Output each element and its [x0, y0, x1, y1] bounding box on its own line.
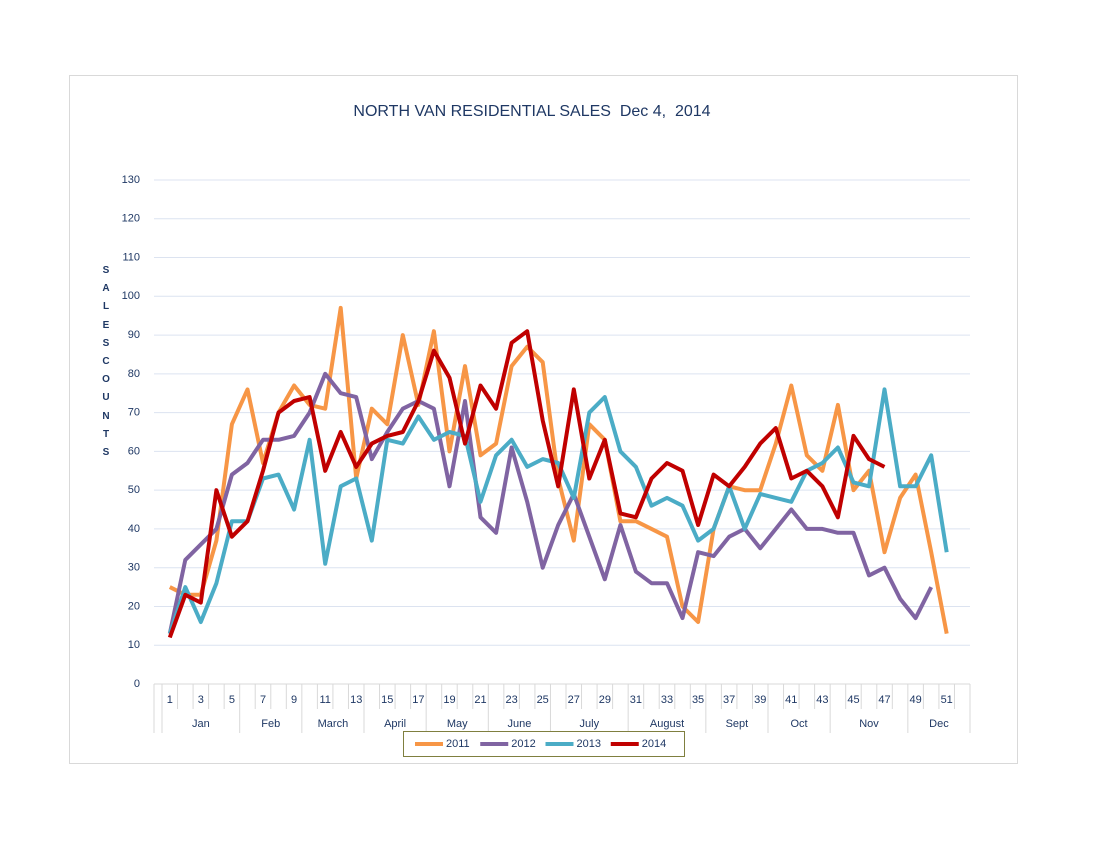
chart-title: NORTH VAN RESIDENTIAL SALES Dec 4, 2014	[353, 103, 710, 120]
x-tick-label: 1	[167, 694, 173, 706]
x-tick-label: 39	[754, 694, 766, 706]
y-tick-label: 10	[128, 639, 140, 651]
y-tick-label: 40	[128, 523, 140, 535]
y-tick-label: 90	[128, 329, 140, 341]
y-tick-label: 70	[128, 407, 140, 419]
legend-label: 2012	[511, 738, 535, 750]
x-tick-label: 13	[350, 694, 362, 706]
x-tick-label: 3	[198, 694, 204, 706]
month-label: Sept	[726, 718, 749, 730]
x-tick-label: 31	[630, 694, 642, 706]
x-tick-label: 17	[412, 694, 424, 706]
y-tick-label: 20	[128, 600, 140, 612]
x-tick-label: 49	[909, 694, 921, 706]
month-label: Oct	[791, 718, 808, 730]
x-tick-label: 47	[878, 694, 890, 706]
x-tick-label: 7	[260, 694, 266, 706]
month-label: Dec	[929, 718, 949, 730]
month-label: August	[650, 718, 684, 730]
series-line	[167, 387, 949, 635]
x-tick-label: 21	[474, 694, 486, 706]
x-tick-label: 19	[443, 694, 455, 706]
x-tick-label: 29	[599, 694, 611, 706]
legend-label: 2014	[642, 738, 666, 750]
x-tick-label: 5	[229, 694, 235, 706]
x-tick-label: 33	[661, 694, 673, 706]
x-tick-label: 25	[537, 694, 549, 706]
y-tick-label: 120	[122, 213, 140, 225]
x-tick-label: 35	[692, 694, 704, 706]
month-label: May	[447, 718, 468, 730]
x-tick-label: 45	[847, 694, 859, 706]
y-tick-label: 130	[122, 174, 140, 186]
x-tick-label: 43	[816, 694, 828, 706]
series-line	[167, 371, 933, 635]
x-tick-label: 9	[291, 694, 297, 706]
month-label: March	[318, 718, 349, 730]
y-tick-label: 50	[128, 484, 140, 496]
y-axis-label: SALES COUNTS	[102, 265, 113, 459]
month-label: Feb	[261, 718, 280, 730]
y-tick-label: 100	[122, 290, 140, 302]
y-tick-label: 60	[128, 445, 140, 457]
month-label: Nov	[859, 718, 879, 730]
x-tick-label: 41	[785, 694, 797, 706]
month-label: June	[507, 718, 531, 730]
month-label: July	[580, 718, 600, 730]
legend-label: 2013	[577, 738, 601, 750]
x-tick-label: 51	[941, 694, 953, 706]
y-tick-label: 80	[128, 368, 140, 380]
x-tick-label: 23	[505, 694, 517, 706]
x-tick-label: 37	[723, 694, 735, 706]
legend-label: 2011	[446, 738, 470, 750]
x-tick-label: 15	[381, 694, 393, 706]
y-tick-label: 110	[122, 251, 140, 263]
x-tick-label: 27	[568, 694, 580, 706]
series-line	[167, 329, 886, 639]
y-tick-label: 0	[134, 678, 140, 690]
month-label: Jan	[192, 718, 210, 730]
y-tick-label: 30	[128, 562, 140, 574]
x-tick-label: 11	[319, 694, 330, 706]
month-label: April	[384, 718, 406, 730]
